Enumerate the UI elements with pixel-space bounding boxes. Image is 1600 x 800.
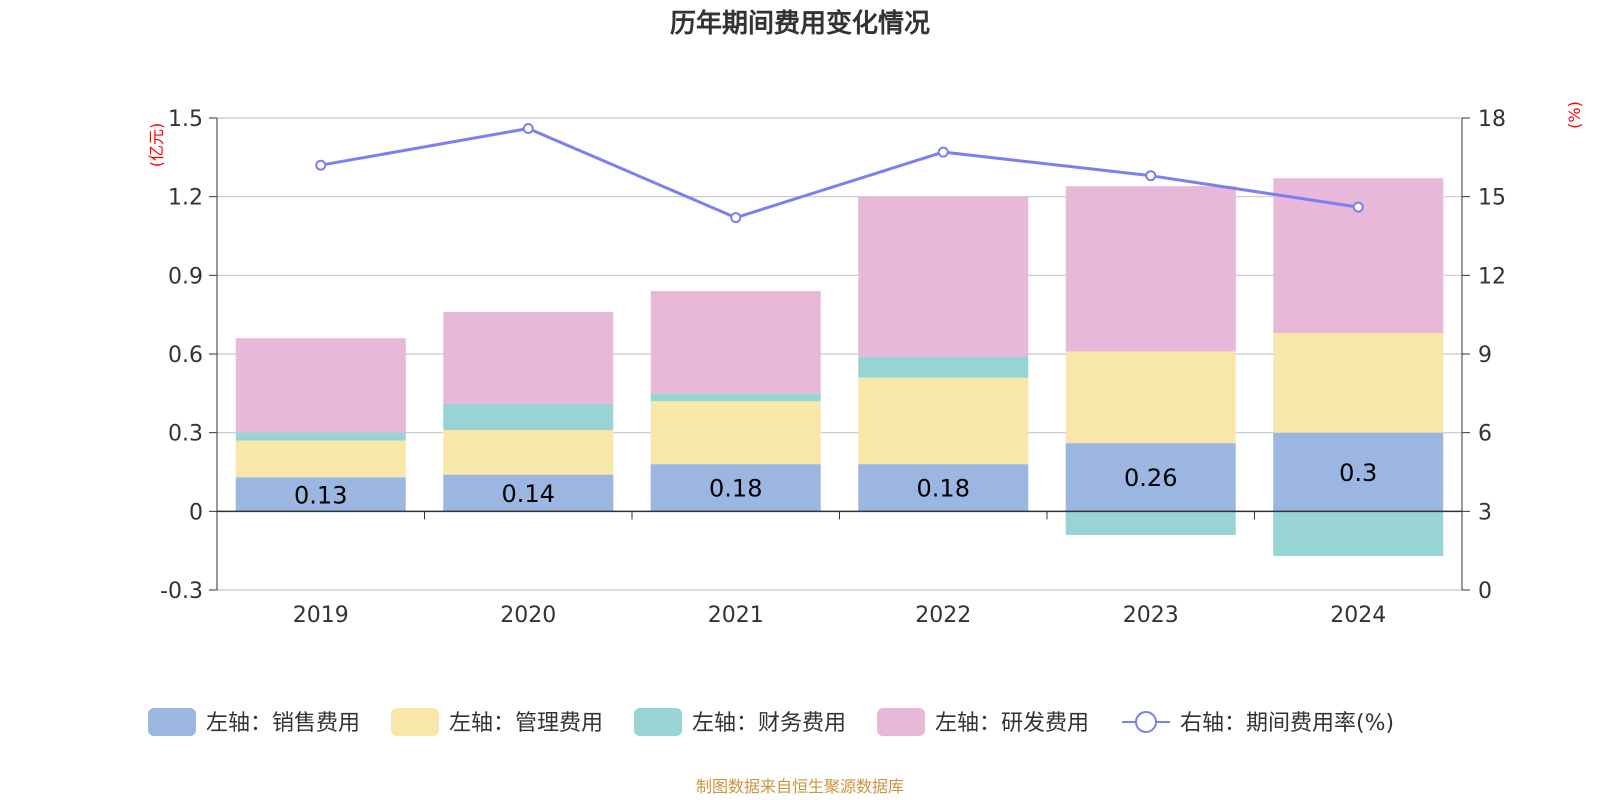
bar-value-label: 0.18 — [709, 475, 762, 503]
x-axis: 2019 2020 2021 2022 2023 2024 — [216, 510, 1463, 628]
rate-point-2023 — [1145, 170, 1157, 182]
right-axis-unit: (%) — [1565, 101, 1584, 129]
bar-series4-2023 — [1065, 186, 1236, 352]
bar-series3-2021 — [650, 393, 821, 402]
bar-series2-2019 — [235, 440, 406, 478]
legend-swatch — [391, 708, 439, 736]
bar-value-label: 0.3 — [1339, 459, 1377, 487]
bar-series4-2021 — [650, 291, 821, 394]
x-tick-label: 2023 — [1123, 603, 1179, 628]
bar-value-label: 0.26 — [1124, 464, 1177, 492]
bar-series4-2024 — [1273, 178, 1444, 334]
right-tick-label: 9 — [1478, 343, 1492, 368]
bar-series2-2021 — [650, 401, 821, 465]
bar-series4-2019 — [235, 338, 406, 433]
bar-value-label: 0.13 — [294, 481, 347, 509]
x-tick-label: 2024 — [1330, 603, 1386, 628]
bar-series4-2022 — [858, 196, 1029, 357]
right-tick-label: 12 — [1478, 264, 1506, 289]
rate-line-path — [320, 126, 1359, 220]
x-tick-label: 2020 — [500, 603, 556, 628]
x-tick-label: 2019 — [293, 603, 349, 628]
bar-series3-2020 — [443, 403, 614, 431]
right-tick-label: 3 — [1478, 500, 1492, 525]
left-tick-label: 0 — [189, 500, 203, 525]
rate-point-2022 — [937, 146, 949, 158]
bar-series2-2020 — [443, 430, 614, 475]
legend-label: 左轴：研发费用 — [935, 711, 1089, 736]
rate-point-2020 — [522, 122, 534, 134]
left-tick-label: 0.9 — [168, 264, 203, 289]
bar-value-label: 0.14 — [502, 480, 555, 508]
bar-value-label: 0.18 — [917, 475, 970, 503]
source-note: 制图数据来自恒生聚源数据库 — [696, 777, 904, 796]
bars — [235, 178, 1444, 556]
bar-series1-2021 — [650, 464, 821, 512]
bar-series3-2024 — [1273, 511, 1444, 556]
rate-point-2021 — [730, 212, 742, 224]
bar-series3-2023 — [1065, 511, 1236, 535]
bar-series2-2024 — [1273, 333, 1444, 433]
x-tick-label: 2021 — [708, 603, 764, 628]
legend-label: 左轴：财务费用 — [692, 711, 846, 736]
right-tick-label: 0 — [1478, 579, 1492, 604]
rate-line — [315, 122, 1364, 224]
bar-series2-2023 — [1065, 351, 1236, 444]
left-tick-label: 0.3 — [168, 422, 203, 447]
rate-point-2019 — [315, 159, 327, 171]
bar-series1-2024 — [1273, 432, 1444, 512]
right-tick-label: 6 — [1478, 422, 1492, 447]
right-tick-label: 15 — [1478, 186, 1506, 211]
left-tick-label: -0.3 — [160, 579, 203, 604]
bar-series4-2020 — [443, 312, 614, 404]
chart-title: 历年期间费用变化情况 — [670, 8, 930, 39]
legend-swatch — [148, 708, 196, 736]
rate-point-2024 — [1352, 201, 1364, 213]
left-tick-label: 1.5 — [168, 107, 203, 132]
bar-series1-2020 — [443, 474, 614, 512]
bar-series3-2019 — [235, 432, 406, 441]
bar-series3-2022 — [858, 356, 1029, 378]
bar-series1-2023 — [1065, 443, 1236, 512]
legend-label: 左轴：销售费用 — [206, 711, 360, 736]
legend-label: 右轴：期间费用率(%) — [1180, 711, 1394, 736]
legend-line-marker — [1135, 711, 1157, 733]
left-tick-label: 0.6 — [168, 343, 203, 368]
legend-swatch — [634, 708, 682, 736]
left-axis-unit: (亿元) — [147, 123, 166, 168]
x-tick-label: 2022 — [915, 603, 971, 628]
legend: 左轴：销售费用 左轴：管理费用 左轴：财务费用 左轴：研发费用 右轴：期间费用率(%) — [148, 708, 1394, 736]
left-tick-label: 1.2 — [168, 186, 203, 211]
right-tick-label: 18 — [1478, 107, 1506, 132]
bar-labels: 0.13 0.14 0.18 0.18 0.26 0.3 — [294, 459, 1377, 509]
legend-swatch — [877, 708, 925, 736]
left-axis: 1.5 1.2 0.9 0.6 0.3 0 -0.3 — [160, 107, 218, 604]
right-axis: 18 15 12 9 6 3 0 — [1461, 107, 1506, 604]
bar-series1-2019 — [235, 477, 406, 512]
bar-series2-2022 — [858, 377, 1029, 465]
bar-series1-2022 — [858, 464, 1029, 512]
legend-label: 左轴：管理费用 — [449, 711, 603, 736]
